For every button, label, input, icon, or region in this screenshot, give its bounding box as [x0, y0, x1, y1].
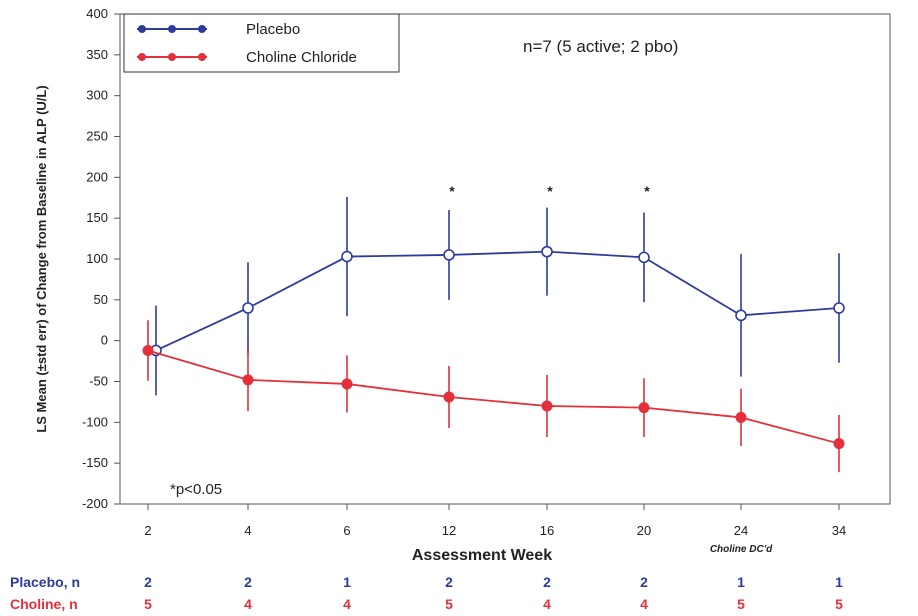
y-tick-label: 0: [101, 333, 108, 348]
data-point: [735, 309, 747, 322]
legend-label: Choline Chloride: [246, 49, 357, 66]
sample-size-annotation: n=7 (5 active; 2 pbo): [523, 37, 678, 56]
y-tick-label: 50: [94, 292, 108, 307]
legend-box: [123, 13, 400, 73]
data-point: [443, 391, 455, 403]
legend-marker: [168, 53, 176, 61]
data-point: [833, 438, 845, 450]
y-axis-title: LS Mean (±std err) of Change from Baseli…: [34, 85, 49, 432]
data-point: [341, 250, 353, 263]
data-point: [242, 302, 254, 314]
n-row-value: 4: [543, 596, 551, 612]
n-row-label: Placebo, n: [10, 574, 80, 590]
data-point: [242, 374, 254, 386]
data-point: [541, 245, 553, 258]
n-row-value: 1: [343, 574, 351, 590]
significance-marker: *: [449, 183, 455, 199]
n-row-value: 2: [144, 574, 152, 590]
x-tick-label: 16: [540, 523, 554, 538]
n-row-value: 5: [144, 596, 152, 612]
series-line: [147, 349, 840, 445]
data-point: [833, 302, 845, 314]
legend-marker: [138, 25, 146, 33]
y-tick-label: -50: [89, 374, 108, 389]
y-tick-label: 250: [86, 129, 108, 144]
data-point: [638, 402, 650, 414]
data-point: [142, 344, 154, 356]
legend-marker: [198, 25, 206, 33]
data-point: [638, 251, 650, 264]
series-placebo: [150, 196, 845, 396]
y-tick-label: 350: [86, 47, 108, 62]
legend-marker: [138, 53, 146, 61]
n-row-value: 4: [640, 596, 648, 612]
x-tick-label: 6: [343, 523, 350, 538]
n-row-value: 2: [640, 574, 648, 590]
data-point: [443, 249, 455, 261]
legend-label: Placebo: [246, 21, 300, 38]
data-point: [541, 400, 553, 412]
data-point: [341, 378, 353, 390]
x-tick-label: 12: [442, 523, 456, 538]
significance-note: *p<0.05: [170, 481, 222, 498]
x-tick-label: 20: [637, 523, 651, 538]
y-tick-label: 150: [86, 210, 108, 225]
x-axis-title: Assessment Week: [412, 547, 552, 564]
n-row-value: 4: [244, 596, 252, 612]
x-tick-label: 4: [244, 523, 251, 538]
data-point: [735, 411, 747, 423]
n-row-value: 2: [244, 574, 252, 590]
n-row-value: 2: [543, 574, 551, 590]
n-row-value: 5: [737, 596, 745, 612]
series-choline-chloride: [142, 320, 845, 473]
significance-marker: *: [547, 183, 553, 199]
x-tick-label: 24: [734, 523, 748, 538]
legend-marker: [168, 25, 176, 33]
x-tick-label: 34: [832, 523, 846, 538]
plot-area: [119, 13, 891, 505]
choline-discontinued-label: Choline DC'd: [710, 544, 773, 555]
n-row-value: 1: [835, 574, 843, 590]
n-row-value: 4: [343, 596, 351, 612]
n-row-value: 5: [835, 596, 843, 612]
series-line: [155, 250, 840, 352]
y-tick-label: -100: [82, 414, 108, 429]
y-tick-label: 400: [86, 6, 108, 21]
legend-marker: [198, 53, 206, 61]
y-tick-label: 300: [86, 88, 108, 103]
y-tick-label: 100: [86, 251, 108, 266]
y-tick-label: -200: [82, 496, 108, 511]
y-tick-label: 200: [86, 169, 108, 184]
significance-marker: *: [644, 183, 650, 199]
n-row-value: 5: [445, 596, 453, 612]
n-row-label: Choline, n: [10, 596, 78, 612]
y-tick-label: -150: [82, 455, 108, 470]
n-row-value: 2: [445, 574, 453, 590]
x-tick-label: 2: [144, 523, 151, 538]
n-row-value: 1: [737, 574, 745, 590]
